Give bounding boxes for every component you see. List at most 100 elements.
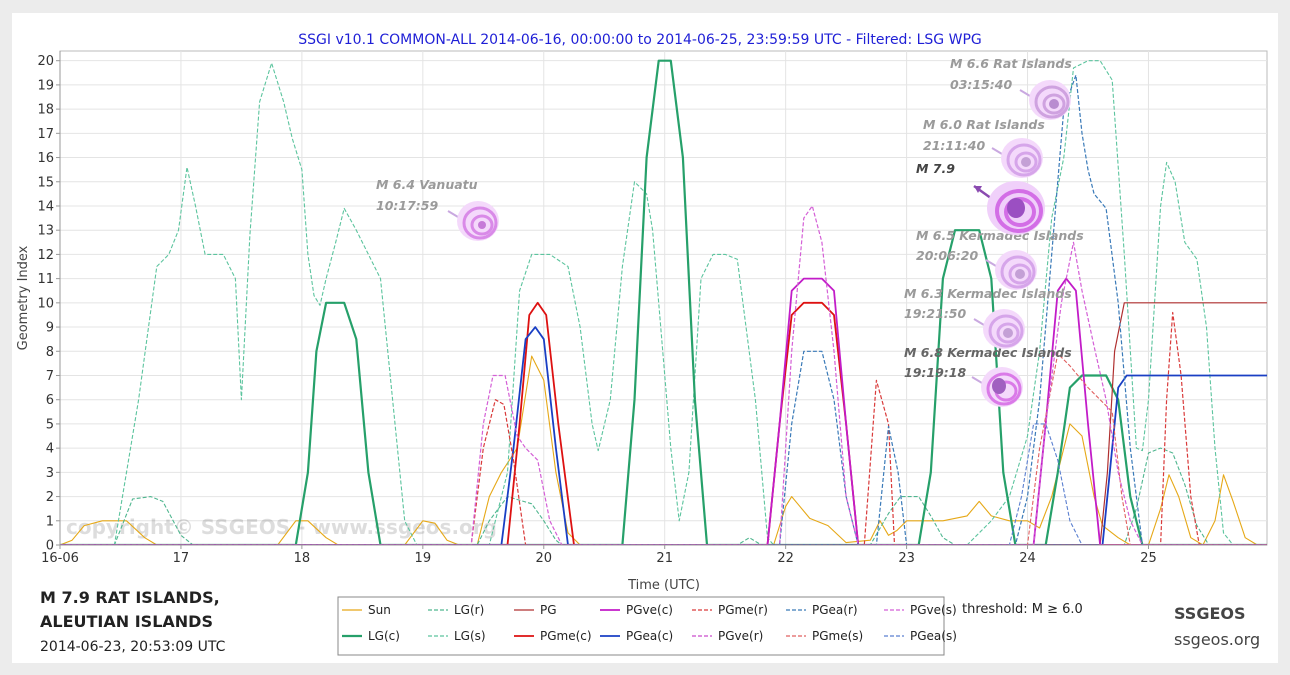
annotation-time: 03:15:40 [950,77,1012,92]
watermark-text: copyright© SSGEOS - www.ssgeos.org [66,515,497,539]
y-tick-label: 10 [37,296,54,311]
y-tick-label: 4 [46,442,54,457]
grid [59,51,1267,546]
x-tick-label: 16-06 [41,551,79,566]
legend-item-label: PGve(c) [626,603,673,617]
series-line-pgves [60,205,1267,545]
target-icon [1019,80,1071,120]
annotation-kermadec-63: M 6.3 Kermadec Islands 19:21:50 [904,286,1072,321]
legend-item-label: PGea(r) [812,603,858,617]
y-tick-label: 19 [37,78,54,93]
target-icon [971,367,1023,407]
series-line-pgmer [60,311,1267,545]
legend-item-label: PGme(s) [812,629,863,643]
plot-area [59,50,1268,546]
y-tick-label: 0 [46,539,54,554]
y-tick-label: 14 [37,199,54,214]
legend-item-label: PGve(s) [910,603,957,617]
annotation-kermadec-68: M 6.8 Kermadec Islands 19:19:18 [904,345,1072,380]
legend: Sun LG(r) PG PGve(c) PGme(r) PGea(r) PGve(s) LG… [342,603,957,643]
annotation-time: 20:06:20 [916,248,978,263]
series-line-pgeas [60,423,1267,545]
legend-item-label: PG [540,603,557,617]
series-line-lgs [60,60,1267,545]
legend-item-label: PGea(c) [626,629,673,643]
y-tick-label: 15 [37,175,54,190]
annotation-kermadec-65: M 6.5 Kermadec Islands 20:06:20 [916,228,1084,263]
series-line-lgc [60,59,1267,545]
target-icon [447,201,499,241]
annotation-label: M 6.4 Vanuatu [376,177,478,192]
y-tick-label: 20 [37,54,54,69]
annotation-label: M 6.6 Rat Islands [950,56,1072,71]
event-title-line2: ALEUTIAN ISLANDS [40,612,213,631]
x-tick-label: 25 [1140,551,1157,566]
legend-item-label: LG(r) [454,603,484,617]
y-tick-label: 9 [46,321,54,336]
y-tick-label: 5 [46,417,54,432]
annotations: M 6.4 Vanuatu 10:17:59 M 6.6 Rat Islands… [376,56,1084,407]
series-line-pgeac [60,326,1267,545]
series-layer [60,59,1267,545]
series-line-lgr [60,447,1267,545]
annotation-label: M 6.8 Kermadec Islands [904,345,1072,360]
series-line-pgmes [60,353,1267,545]
annotation-rat-66: M 6.6 Rat Islands 03:15:40 [950,56,1072,92]
legend-item-label: PGve(r) [718,629,763,643]
series-line-pgvec [60,277,1267,545]
annotation-time: 19:19:18 [904,365,966,380]
y-tick-label: 8 [46,345,54,360]
x-tick-label: 22 [777,551,794,566]
annotation-label: M 6.5 Kermadec Islands [916,228,1084,243]
x-tick-label: 17 [173,551,190,566]
annotation-time: 10:17:59 [376,198,438,213]
annotation-label: M 6.3 Kermadec Islands [904,286,1072,301]
legend-box [337,596,945,656]
brand-name: SSGEOS [1174,604,1246,623]
y-tick-label: 6 [46,393,54,408]
legend-item-label: Sun [368,603,391,617]
x-tick-label: 18 [294,551,311,566]
target-icon [991,138,1043,178]
annotation-label: M 7.9 [916,161,955,176]
chart-frame: SSGI v10.1 COMMON-ALL 2014-06-16, 00:00:… [12,13,1278,663]
annotation-vanuatu: M 6.4 Vanuatu 10:17:59 [376,177,478,213]
x-tick-label: 24 [1019,551,1036,566]
y-tick-label: 11 [37,272,54,287]
event-title-line1: M 7.9 RAT ISLANDS, [40,588,220,607]
x-tick-label: 21 [656,551,673,566]
target-icon-main [973,181,1045,235]
annotation-label: M 6.0 Rat Islands [923,117,1045,132]
x-tick-label: 19 [415,551,432,566]
legend-item-label: PGme(r) [718,603,768,617]
x-axis-label: Time (UTC) [627,578,700,593]
y-tick-label: 12 [37,248,54,263]
y-tick-label: 18 [37,103,54,118]
series-line-pg [60,302,1267,545]
legend-item-label: PGea(s) [910,629,957,643]
y-tick-label: 17 [37,127,54,142]
series-line-sun [60,355,1267,545]
brand-site: ssgeos.org [1174,630,1260,649]
y-axis-label: Geometry Index [16,245,31,350]
legend-item-label: LG(s) [454,629,486,643]
event-time: 2014-06-23, 20:53:09 UTC [40,639,226,655]
x-tick-label: 20 [535,551,552,566]
series-line-pgmec [60,301,1267,545]
target-icon [973,309,1025,349]
chart-title: SSGI v10.1 COMMON-ALL 2014-06-16, 00:00:… [298,32,981,48]
annotation-time: 19:21:50 [904,306,966,321]
target-icon [985,250,1037,290]
x-tick-label: 23 [898,551,915,566]
legend-item-label: PGme(c) [540,629,592,643]
series-line-pgear [60,74,1267,545]
y-tick-label: 13 [37,224,54,239]
y-tick-label: 7 [46,369,54,384]
y-tick-label: 16 [37,151,54,166]
chart-svg: SSGI v10.1 COMMON-ALL 2014-06-16, 00:00:… [16,32,1268,656]
y-tick-label: 1 [46,514,54,529]
y-tick-label: 2 [46,490,54,505]
annotation-rat-60: M 6.0 Rat Islands 21:11:40 [923,117,1045,153]
threshold-text: threshold: M ≥ 6.0 [962,602,1083,617]
